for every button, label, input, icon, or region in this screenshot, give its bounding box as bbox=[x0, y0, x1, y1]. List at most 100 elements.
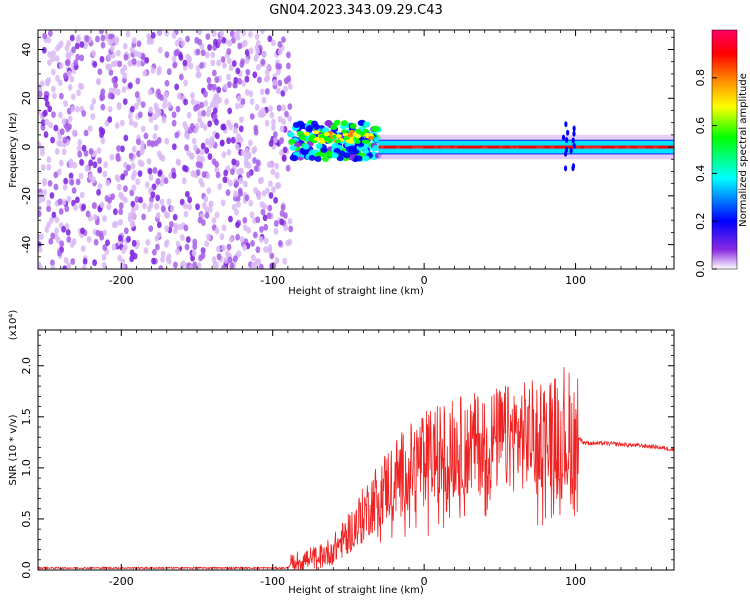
heatmap-cell bbox=[274, 257, 280, 264]
heatmap-cell bbox=[200, 247, 206, 255]
heatmap-cell bbox=[95, 35, 100, 43]
heatmap-cell bbox=[236, 133, 241, 140]
heatmap-cell bbox=[113, 81, 118, 89]
heatmap-cell bbox=[269, 161, 275, 168]
heatmap-cell bbox=[150, 191, 156, 199]
heatmap-cell bbox=[175, 240, 181, 248]
heatmap-cell bbox=[228, 179, 233, 187]
heatmap-cell bbox=[61, 118, 67, 125]
heatmap-cell bbox=[203, 195, 209, 203]
heatmap-cell bbox=[229, 168, 235, 176]
heatmap-cell bbox=[283, 85, 288, 93]
heatmap-cell bbox=[252, 145, 258, 153]
heatmap-cell bbox=[248, 90, 254, 98]
heatmap-cell bbox=[147, 167, 153, 175]
heatmap-cell bbox=[277, 115, 283, 123]
heatmap-cell bbox=[226, 73, 231, 81]
heatmap-cell bbox=[131, 58, 137, 65]
heatmap-cell bbox=[361, 139, 368, 144]
heatmap-cell bbox=[160, 205, 166, 213]
heatmap-cell bbox=[288, 138, 296, 145]
heatmap-cell bbox=[90, 113, 96, 120]
heatmap-cell bbox=[252, 71, 258, 79]
heatmap-cell bbox=[46, 199, 52, 207]
heatmap-cell bbox=[238, 125, 244, 133]
heatmap-cell bbox=[372, 144, 380, 151]
heatmap-cell bbox=[134, 91, 140, 98]
heatmap-cell bbox=[174, 83, 180, 91]
heatmap-cell bbox=[63, 177, 69, 185]
heatmap-cell bbox=[248, 47, 254, 55]
heatmap-cell bbox=[509, 145, 515, 149]
heatmap-cell bbox=[166, 101, 172, 109]
heatmap-cell bbox=[417, 145, 423, 149]
heatmap-cell bbox=[93, 238, 99, 246]
heatmap-cell bbox=[44, 118, 50, 126]
heatmap-cell bbox=[114, 174, 120, 181]
heatmap-cell bbox=[187, 203, 193, 211]
y-tick-label: 0.5 bbox=[20, 510, 33, 528]
heatmap-cell bbox=[214, 92, 220, 100]
heatmap-cell bbox=[105, 239, 110, 247]
heatmap-cell bbox=[434, 145, 439, 149]
heatmap-cell bbox=[171, 32, 177, 39]
heatmap-cell bbox=[111, 87, 117, 95]
heatmap-cell bbox=[79, 191, 85, 199]
heatmap-cell bbox=[208, 200, 214, 208]
heatmap-cell bbox=[131, 37, 137, 44]
heatmap-cell bbox=[219, 233, 225, 241]
heatmap-cell bbox=[111, 243, 117, 251]
heatmap-cell bbox=[572, 125, 576, 132]
heatmap-cell bbox=[219, 139, 225, 147]
heatmap-cell bbox=[125, 30, 131, 38]
heatmap-cell bbox=[199, 101, 205, 109]
heatmap-cell bbox=[75, 53, 81, 61]
heatmap-cell bbox=[49, 192, 55, 199]
heatmap-cell bbox=[162, 97, 168, 105]
heatmap-cell bbox=[211, 217, 217, 224]
heatmap-cell bbox=[178, 54, 184, 61]
heatmap-cell bbox=[335, 134, 342, 139]
heatmap-cell bbox=[215, 171, 221, 179]
heatmap-cell bbox=[263, 246, 268, 253]
heatmap-cell bbox=[271, 124, 276, 131]
heatmap-cell bbox=[249, 98, 255, 106]
heatmap-cell bbox=[231, 203, 237, 211]
heatmap-cell bbox=[155, 243, 160, 251]
y-tick-label: 2.0 bbox=[20, 357, 33, 375]
heatmap-cell bbox=[70, 258, 76, 265]
heatmap-cell bbox=[227, 81, 232, 88]
heatmap-cell bbox=[38, 108, 41, 115]
heatmap-cell bbox=[46, 156, 52, 163]
heatmap-cell bbox=[70, 105, 76, 113]
heatmap-cell bbox=[239, 235, 245, 243]
heatmap-cell bbox=[253, 187, 258, 194]
heatmap-cell bbox=[61, 225, 66, 233]
heatmap-cell bbox=[79, 158, 84, 166]
heatmap-cell bbox=[267, 204, 273, 212]
heatmap-cell bbox=[42, 109, 48, 117]
heatmap-cell bbox=[271, 262, 277, 269]
heatmap-cell bbox=[43, 94, 49, 102]
heatmap-cell bbox=[184, 131, 189, 139]
heatmap-cell bbox=[69, 178, 75, 186]
heatmap-cell bbox=[275, 87, 281, 95]
heatmap-cell bbox=[156, 68, 162, 76]
heatmap-cell bbox=[188, 126, 193, 134]
heatmap-cell bbox=[171, 119, 177, 127]
heatmap-cell bbox=[67, 115, 73, 123]
heatmap-cell bbox=[315, 143, 323, 150]
heatmap-cell bbox=[136, 60, 142, 68]
heatmap-cell bbox=[340, 120, 348, 127]
heatmap-cell bbox=[67, 70, 72, 78]
heatmap-cell bbox=[91, 176, 96, 184]
heatmap-cell bbox=[62, 72, 68, 80]
heatmap-cell bbox=[653, 145, 658, 149]
heatmap-cell bbox=[137, 170, 143, 178]
heatmap-cell bbox=[283, 77, 289, 85]
heatmap-cell bbox=[362, 155, 370, 162]
heatmap-cell bbox=[80, 227, 85, 235]
heatmap-cell bbox=[227, 256, 233, 264]
heatmap-cell bbox=[46, 76, 52, 84]
